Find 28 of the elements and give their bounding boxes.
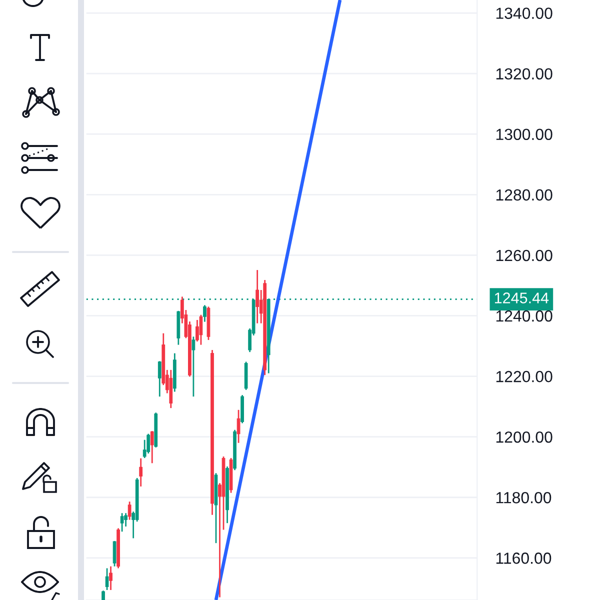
candlestick	[105, 568, 109, 591]
candlestick	[109, 566, 112, 591]
candlestick	[112, 540, 116, 568]
candlestick	[102, 590, 105, 600]
candlestick	[236, 409, 240, 444]
y-tick-label: 1280.00	[496, 189, 552, 201]
candlestick	[150, 430, 154, 464]
candlestick	[192, 336, 196, 398]
candlestick	[158, 360, 162, 398]
y-tick-label: 1160.00	[496, 552, 552, 564]
y-tick-label: 1340.00	[496, 8, 552, 19]
candlestick	[203, 304, 206, 322]
candlestick	[124, 512, 128, 528]
y-tick-label: 1320.00	[496, 68, 552, 80]
candlestick	[120, 512, 124, 532]
ref-line-label: 1245.44	[494, 292, 549, 304]
candlestick	[128, 500, 132, 520]
y-tick-label: 1220.00	[496, 370, 552, 382]
candlestick	[146, 433, 150, 454]
candlestick	[196, 319, 199, 342]
y-tick-label: 1200.00	[496, 431, 552, 443]
y-tick-label: 1300.00	[496, 128, 552, 140]
y-tick-label: 1260.00	[496, 250, 552, 262]
candlestick	[139, 458, 143, 488]
y-tick-label: 1180.00	[496, 492, 552, 504]
candlestick	[256, 269, 260, 324]
y-tick-label: 1240.00	[496, 310, 552, 322]
candlestick	[199, 314, 203, 346]
